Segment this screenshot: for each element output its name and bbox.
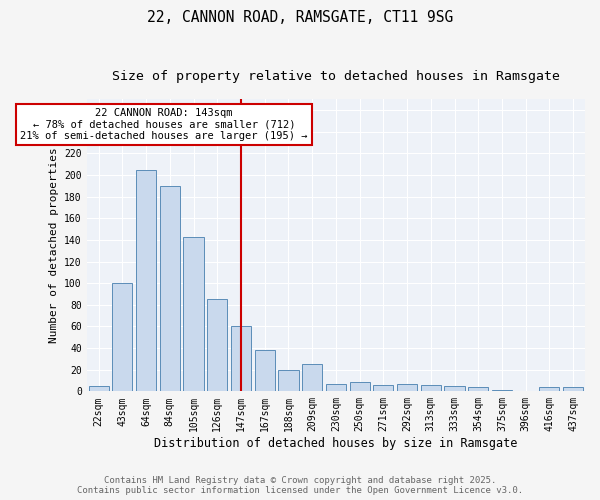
Text: 22, CANNON ROAD, RAMSGATE, CT11 9SG: 22, CANNON ROAD, RAMSGATE, CT11 9SG <box>147 10 453 25</box>
Bar <box>445 386 464 392</box>
Y-axis label: Number of detached properties: Number of detached properties <box>49 148 59 344</box>
Bar <box>468 387 488 392</box>
Bar <box>231 326 251 392</box>
Bar <box>326 384 346 392</box>
Bar <box>160 186 180 392</box>
Bar <box>112 283 133 392</box>
Bar <box>563 387 583 392</box>
Bar <box>136 170 156 392</box>
Bar <box>89 386 109 392</box>
Bar <box>254 350 275 392</box>
Title: Size of property relative to detached houses in Ramsgate: Size of property relative to detached ho… <box>112 70 560 83</box>
Bar <box>278 370 299 392</box>
Bar <box>539 387 559 392</box>
Bar <box>184 236 203 392</box>
Bar <box>350 382 370 392</box>
Text: 22 CANNON ROAD: 143sqm
← 78% of detached houses are smaller (712)
21% of semi-de: 22 CANNON ROAD: 143sqm ← 78% of detached… <box>20 108 308 142</box>
Bar <box>207 300 227 392</box>
Text: Contains HM Land Registry data © Crown copyright and database right 2025.
Contai: Contains HM Land Registry data © Crown c… <box>77 476 523 495</box>
X-axis label: Distribution of detached houses by size in Ramsgate: Distribution of detached houses by size … <box>154 437 518 450</box>
Bar <box>397 384 417 392</box>
Bar <box>421 385 441 392</box>
Bar <box>373 385 394 392</box>
Bar <box>492 390 512 392</box>
Bar <box>302 364 322 392</box>
